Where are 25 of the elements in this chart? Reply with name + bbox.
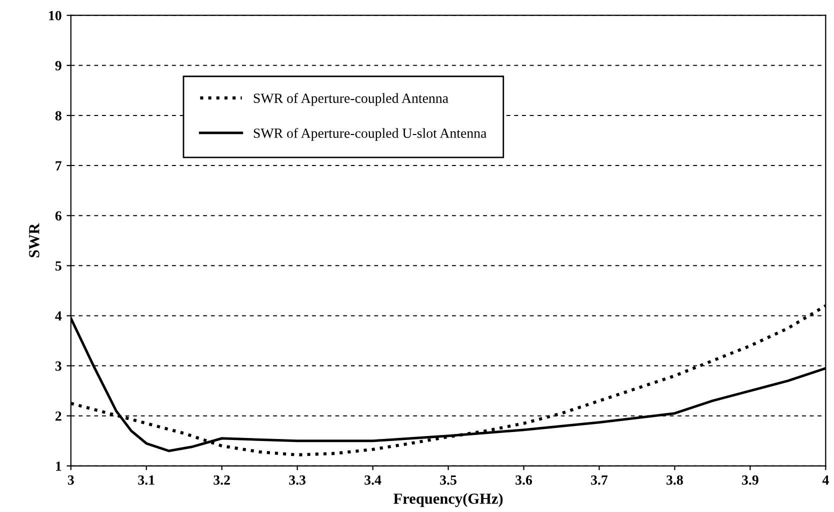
x-tick-label: 3.8 (666, 475, 683, 485)
y-tick-label: 1 (56, 462, 62, 471)
x-tick-label: 3.4 (364, 475, 382, 485)
x-tick-label: 3 (68, 475, 74, 485)
y-tick-label: 9 (55, 61, 62, 70)
x-tick-label: 3.2 (214, 475, 230, 485)
y-tick-label: 10 (49, 10, 62, 20)
legend-label: SWR of Aperture-coupled U-slot Antenna (254, 128, 487, 141)
y-tick-label: 3 (55, 361, 62, 371)
y-tick-label: 2 (56, 411, 62, 421)
x-tick-label: 3.7 (591, 475, 608, 485)
x-tick-label: 3.6 (516, 475, 532, 485)
x-tick-label: 3.5 (440, 475, 456, 485)
x-tick-label: 4 (822, 475, 829, 485)
y-tick-label: 8 (55, 111, 62, 120)
y-tick-label: 5 (55, 261, 62, 271)
y-tick-label: 7 (56, 161, 62, 170)
y-tick-label: 4 (55, 311, 62, 321)
y-tick-label: 6 (55, 211, 62, 221)
x-tick-label: 3.1 (138, 475, 154, 485)
x-axis-title: Frequency(GHz) (394, 493, 503, 507)
x-tick-label: 3.9 (742, 475, 758, 485)
y-axis-title: SWR (29, 223, 40, 258)
legend-label: SWR of Aperture-coupled Antenna (254, 93, 448, 106)
x-tick-label: 3.3 (289, 475, 306, 485)
